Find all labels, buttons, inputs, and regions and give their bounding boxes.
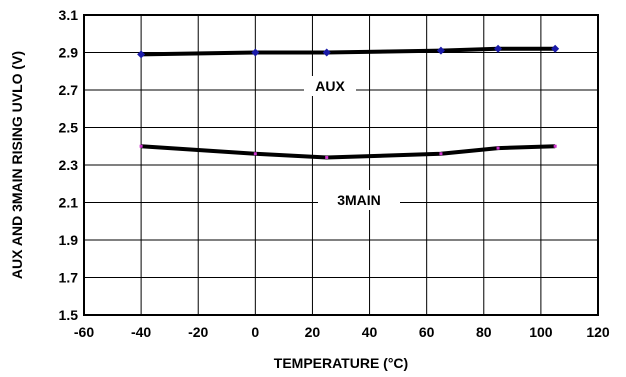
x-axis-title: TEMPERATURE (°C)	[274, 355, 408, 371]
series-line-0	[141, 46, 556, 57]
y-tick-label: 2.3	[59, 157, 79, 173]
x-tick-label: 80	[476, 324, 492, 340]
series-label-aux: AUX	[315, 78, 345, 94]
y-tick-label: 2.1	[59, 195, 79, 211]
series-line-1	[140, 144, 556, 160]
data-point	[322, 48, 331, 57]
data-point	[253, 152, 257, 156]
grid	[84, 15, 598, 315]
y-tick-label: 2.5	[59, 120, 79, 136]
data-point	[496, 146, 500, 150]
data-point	[139, 144, 143, 148]
data-point	[137, 50, 146, 59]
x-tick-label: 120	[586, 324, 610, 340]
data-point	[494, 44, 503, 53]
aux-label-bg	[304, 76, 356, 96]
plot-frame	[83, 14, 599, 316]
y-tick-label: 2.7	[59, 82, 79, 98]
x-tick-label: 40	[362, 324, 378, 340]
x-tick-labels: -60 -40 -20 0 20 40 60 80 100 120	[74, 324, 610, 340]
x-tick-label: 60	[419, 324, 435, 340]
3main-label-bg	[318, 190, 400, 210]
data-point	[325, 156, 329, 159]
series-label-3main: 3MAIN	[337, 192, 381, 208]
data-point	[551, 44, 560, 53]
x-tick-label: 100	[529, 324, 553, 340]
x-tick-label: -40	[131, 324, 151, 340]
data-point	[553, 144, 557, 148]
data-point	[251, 48, 260, 57]
x-tick-label: 0	[251, 324, 259, 340]
y-tick-labels: 1.5 1.7 1.9 2.1 2.3 2.5 2.7 2.9 3.1	[59, 7, 79, 323]
y-tick-label: 1.7	[59, 270, 79, 286]
series-lines	[140, 46, 556, 160]
data-point	[436, 46, 445, 55]
data-point	[439, 152, 443, 156]
series-markers	[137, 44, 560, 159]
x-tick-label: -20	[188, 324, 208, 340]
y-tick-label: 1.9	[59, 232, 79, 248]
x-tick-label: 20	[305, 324, 321, 340]
y-axis-title: AUX AND 3MAIN RISING UVLO (V)	[9, 51, 25, 279]
y-tick-label: 1.5	[59, 307, 79, 323]
y-tick-label: 2.9	[59, 45, 79, 61]
y-tick-label: 3.1	[59, 7, 79, 23]
x-tick-label: -60	[74, 324, 94, 340]
